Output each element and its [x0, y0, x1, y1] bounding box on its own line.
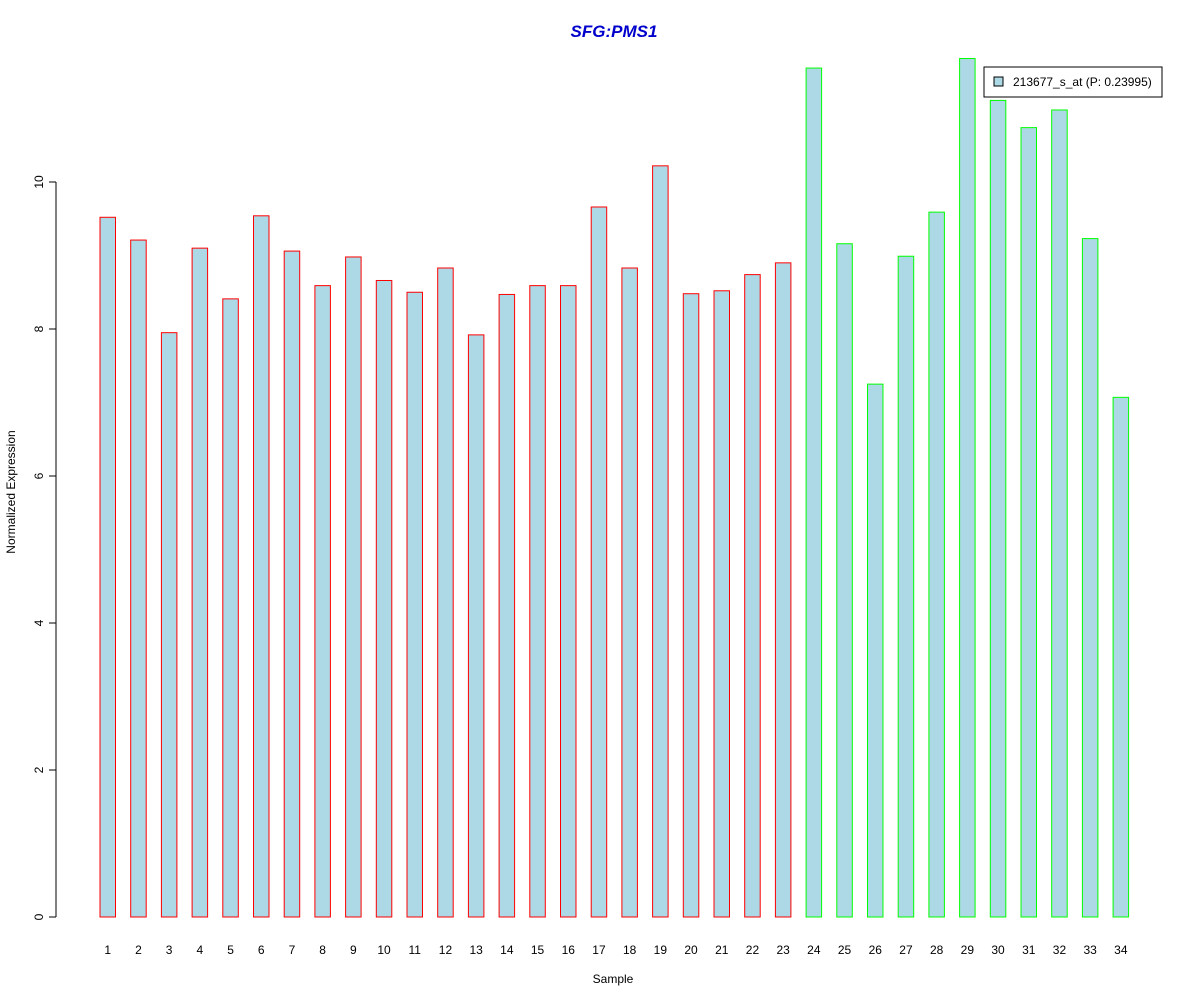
bar-sample-16	[560, 285, 577, 918]
x-tick-label: 7	[289, 943, 296, 957]
x-tick-label: 4	[197, 943, 204, 957]
y-tick-label: 2	[32, 766, 46, 773]
x-tick-label: 10	[377, 943, 391, 957]
x-tick-label: 27	[899, 943, 913, 957]
bar-sample-20	[682, 293, 700, 918]
y-tick-label: 8	[32, 325, 46, 332]
bar-sample-23	[774, 262, 792, 918]
x-tick-label: 8	[319, 943, 326, 957]
bar-sample-5	[222, 298, 239, 918]
bar-sample-34	[1112, 396, 1130, 918]
bar-sample-18	[621, 267, 638, 918]
y-tick-label: 4	[32, 619, 46, 626]
bars-group	[99, 58, 1130, 918]
x-tick-label: 23	[776, 943, 790, 957]
bar-sample-27	[897, 255, 915, 918]
x-tick-label: 18	[623, 943, 637, 957]
x-tick-label: 29	[961, 943, 975, 957]
x-tick-labels: 1 2 3 4 5 6 7 8 9 10 11 12 13 14 15 16 17 18 19 20 21 22 23 24 2…	[104, 943, 1127, 957]
x-tick-label: 24	[807, 943, 821, 957]
x-tick-label: 28	[930, 943, 944, 957]
bar-sample-26	[867, 383, 884, 918]
x-tick-label: 31	[1022, 943, 1036, 957]
bar-sample-4	[191, 247, 209, 918]
bar-sample-22	[744, 274, 761, 918]
bar-sample-21	[713, 290, 730, 918]
y-axis: 0 2 4 6 8 10	[32, 175, 57, 920]
y-axis-label: Normalized Expression	[4, 430, 18, 553]
legend-swatch	[993, 76, 1004, 87]
x-tick-label: 26	[869, 943, 883, 957]
x-tick-label: 19	[654, 943, 668, 957]
bar-sample-14	[498, 293, 516, 918]
y-tick-label: 0	[32, 913, 46, 920]
bar-sample-10	[375, 279, 393, 918]
bar-sample-30	[989, 99, 1007, 918]
bar-sample-15	[529, 285, 546, 918]
x-tick-label: 9	[350, 943, 357, 957]
y-tick-label: 6	[32, 472, 46, 479]
x-tick-label: 3	[166, 943, 173, 957]
x-tick-label: 13	[469, 943, 483, 957]
x-tick-label: 5	[227, 943, 234, 957]
bar-sample-1	[99, 216, 116, 918]
x-tick-label: 14	[500, 943, 514, 957]
bar-sample-2	[130, 239, 147, 918]
x-tick-label: 15	[531, 943, 545, 957]
x-tick-label: 32	[1053, 943, 1067, 957]
bar-sample-13	[467, 334, 485, 918]
bar-sample-12	[437, 267, 454, 918]
chart-title: SFG:PMS1	[571, 22, 658, 41]
legend: 213677_s_at (P: 0.23995)	[983, 66, 1163, 98]
bar-sample-28	[928, 211, 945, 918]
x-tick-label: 11	[409, 943, 422, 957]
bar-sample-33	[1081, 238, 1099, 918]
bar-sample-24	[805, 67, 823, 918]
bar-sample-31	[1020, 127, 1037, 918]
x-tick-label: 20	[684, 943, 698, 957]
bar-sample-29	[959, 58, 976, 918]
x-tick-label: 1	[104, 943, 111, 957]
x-tick-label: 22	[746, 943, 760, 957]
x-tick-label: 2	[135, 943, 142, 957]
legend-label: 213677_s_at (P: 0.23995)	[1013, 75, 1152, 89]
x-tick-label: 12	[439, 943, 453, 957]
x-tick-label: 25	[838, 943, 852, 957]
x-axis-label: Sample	[593, 972, 634, 986]
bar-sample-8	[314, 285, 331, 918]
x-tick-label: 16	[562, 943, 576, 957]
legend-box	[983, 66, 1163, 98]
bar-sample-25	[836, 243, 853, 918]
bar-sample-32	[1051, 109, 1068, 918]
x-tick-label: 21	[715, 943, 729, 957]
bar-sample-3	[160, 332, 178, 918]
x-tick-label: 33	[1083, 943, 1097, 957]
x-tick-label: 34	[1114, 943, 1128, 957]
bar-sample-6	[253, 215, 270, 918]
bar-sample-17	[590, 206, 608, 918]
y-tick-label: 10	[32, 175, 46, 189]
x-tick-label: 30	[991, 943, 1005, 957]
bar-sample-9	[345, 256, 362, 918]
bar-sample-19	[652, 165, 669, 918]
x-tick-label: 17	[592, 943, 606, 957]
bar-sample-7	[283, 250, 301, 918]
x-tick-label: 6	[258, 943, 265, 957]
bar-sample-11	[406, 291, 423, 918]
